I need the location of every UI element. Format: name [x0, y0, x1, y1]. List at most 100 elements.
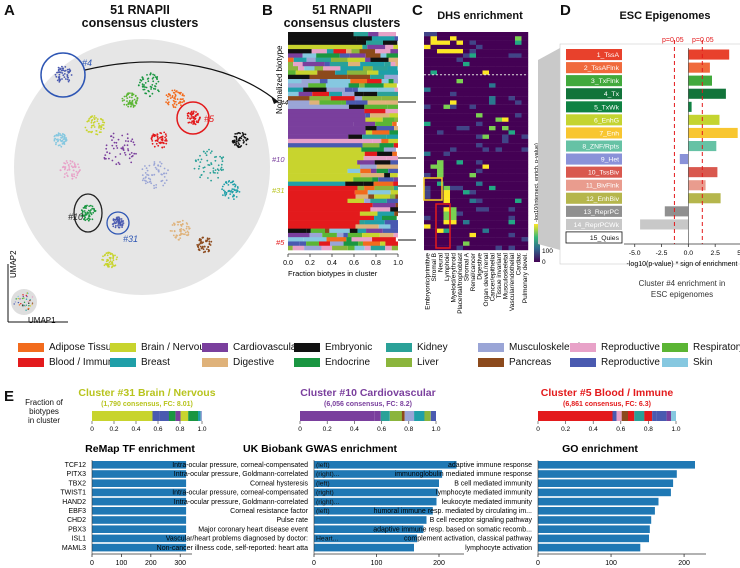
umap-point — [71, 166, 74, 169]
umap-point — [133, 143, 136, 146]
umap-point — [103, 264, 106, 267]
heatmap-cell — [424, 173, 431, 178]
biotype-segment — [376, 164, 398, 170]
umap-point — [196, 121, 198, 124]
heatmap-cell — [463, 228, 470, 234]
heatmap-cell — [508, 155, 516, 161]
biotype-segment — [288, 36, 357, 41]
umap-point — [112, 256, 115, 259]
heatmap-cell — [502, 215, 509, 221]
umap-point — [238, 143, 241, 146]
hbar-bar — [538, 516, 652, 524]
heatmap-cell — [508, 96, 516, 101]
heatmap-cell — [443, 147, 451, 152]
arrow-head-icon — [271, 96, 278, 104]
heatmap-cell — [508, 232, 516, 238]
legend-item: Musculoskeletal — [478, 340, 580, 354]
umap-point — [104, 263, 107, 265]
heatmap-column-label: Pulmonary devel. — [522, 253, 529, 303]
heatmap-cell — [489, 96, 496, 101]
hbar-label: Corneal resistance factor — [230, 508, 308, 515]
umap-point — [224, 181, 227, 184]
umap-point — [128, 99, 131, 102]
umap-point — [149, 73, 152, 76]
biotype-segment — [343, 241, 359, 247]
heatmap-cell — [450, 224, 457, 229]
heatmap-cell — [521, 83, 529, 88]
biotype-segment — [365, 117, 383, 123]
umap1-label: UMAP1 — [28, 316, 56, 325]
heatmap-cell — [482, 237, 490, 242]
umap-point — [232, 183, 235, 186]
biotype-segment — [370, 74, 385, 80]
hbar-label: CHD2 — [67, 517, 86, 524]
umap-point — [110, 135, 113, 137]
legend-label: Blood / Immune — [49, 356, 120, 368]
biotype-segment — [299, 241, 307, 247]
umap-point — [194, 118, 196, 120]
heatmap-cell — [476, 207, 483, 212]
biotype-segment — [321, 245, 333, 251]
umap-point — [91, 124, 93, 127]
umap-point — [83, 210, 86, 212]
row-mark-31: #31 — [272, 186, 285, 195]
umap-point — [197, 167, 200, 170]
legend-swatch — [386, 342, 412, 352]
umap-point — [81, 214, 84, 217]
fraction-segment — [671, 411, 676, 421]
umap-point — [128, 157, 131, 160]
biotype-segment — [385, 44, 394, 50]
umap-point — [175, 90, 177, 93]
umap-point — [202, 150, 205, 153]
umap-point — [167, 95, 169, 98]
biotype-segment — [331, 57, 348, 63]
biotype-segment — [351, 49, 360, 54]
umap-point — [141, 85, 144, 87]
heatmap-cell — [450, 220, 457, 225]
heatmap-cell — [482, 126, 490, 131]
panel-d-tick-label: 5.0 — [737, 250, 740, 257]
heatmap-cell — [424, 49, 431, 54]
heatmap-cell — [502, 194, 509, 199]
legend-item: Digestive — [202, 355, 274, 369]
umap-point — [173, 230, 176, 232]
umap-point — [130, 103, 132, 105]
heatmap-cell — [437, 70, 444, 75]
state-label-box — [566, 166, 622, 178]
colorbar-tick-100: 100 — [542, 248, 553, 255]
umap-point — [106, 254, 109, 257]
heatmap-column-label: Musculoskeletal — [502, 252, 509, 299]
umap-point — [86, 211, 89, 214]
heatmap-cell — [482, 185, 490, 191]
heatmap-cell — [502, 66, 509, 71]
heatmap-cell — [430, 241, 438, 246]
heatmap-cell — [482, 177, 490, 182]
heatmap-cell — [443, 96, 451, 101]
umap-point — [190, 115, 193, 117]
heatmap-cell — [456, 44, 464, 50]
heatmap-cell — [482, 61, 490, 67]
umap-point — [242, 134, 245, 137]
heatmap-cell — [456, 211, 464, 216]
umap-point — [189, 113, 192, 115]
heatmap-cell — [443, 207, 451, 212]
heatmap-cell — [437, 32, 444, 37]
heatmap-cell — [495, 49, 503, 54]
biotype-segment — [374, 160, 391, 165]
legend-swatch — [570, 357, 596, 367]
heatmap-cell — [443, 160, 451, 165]
heatmap-cell — [489, 117, 496, 122]
highlight-box-31 — [423, 177, 443, 201]
biotype-segment — [378, 70, 398, 76]
heatmap-column-label: Lymphoid — [444, 253, 451, 281]
umap-point — [74, 166, 77, 169]
heatmap-cell — [469, 151, 477, 157]
heatmap-cell — [430, 121, 438, 127]
legend-swatch — [386, 357, 412, 367]
biotype-stacked-bars: Normalized biotype #4 #10 #31 #5 0.0 0.2 0… — [272, 32, 416, 278]
umap-point — [223, 193, 226, 195]
biotype-segment — [355, 100, 368, 105]
heatmap-cell — [482, 164, 490, 169]
umap-point — [144, 172, 147, 174]
heatmap-cell — [437, 138, 444, 144]
